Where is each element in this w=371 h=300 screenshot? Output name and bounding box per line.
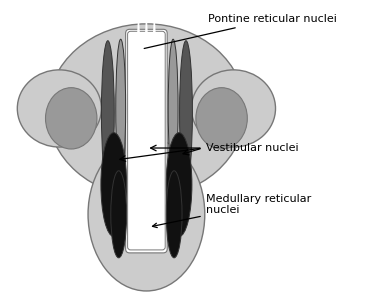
Ellipse shape [135, 32, 138, 205]
Ellipse shape [144, 17, 149, 220]
Ellipse shape [101, 41, 114, 184]
Ellipse shape [196, 88, 247, 149]
Ellipse shape [166, 133, 192, 237]
Ellipse shape [180, 41, 193, 184]
Ellipse shape [154, 32, 158, 205]
Ellipse shape [101, 133, 127, 237]
FancyBboxPatch shape [126, 29, 167, 253]
Text: Pontine reticular nuclei: Pontine reticular nuclei [144, 14, 336, 49]
Ellipse shape [47, 24, 245, 197]
Ellipse shape [168, 39, 178, 178]
Ellipse shape [136, 17, 141, 220]
Ellipse shape [144, 32, 148, 205]
Text: Medullary reticular
nuclei: Medullary reticular nuclei [152, 194, 311, 228]
Text: Vestibular nuclei: Vestibular nuclei [206, 143, 298, 153]
Ellipse shape [191, 70, 276, 147]
Ellipse shape [88, 138, 205, 291]
Ellipse shape [166, 171, 182, 258]
Ellipse shape [150, 32, 153, 205]
Ellipse shape [17, 70, 101, 147]
Ellipse shape [116, 39, 126, 178]
Ellipse shape [46, 88, 97, 149]
FancyBboxPatch shape [128, 31, 165, 250]
Ellipse shape [139, 32, 144, 205]
Ellipse shape [111, 171, 127, 258]
Ellipse shape [152, 17, 157, 220]
